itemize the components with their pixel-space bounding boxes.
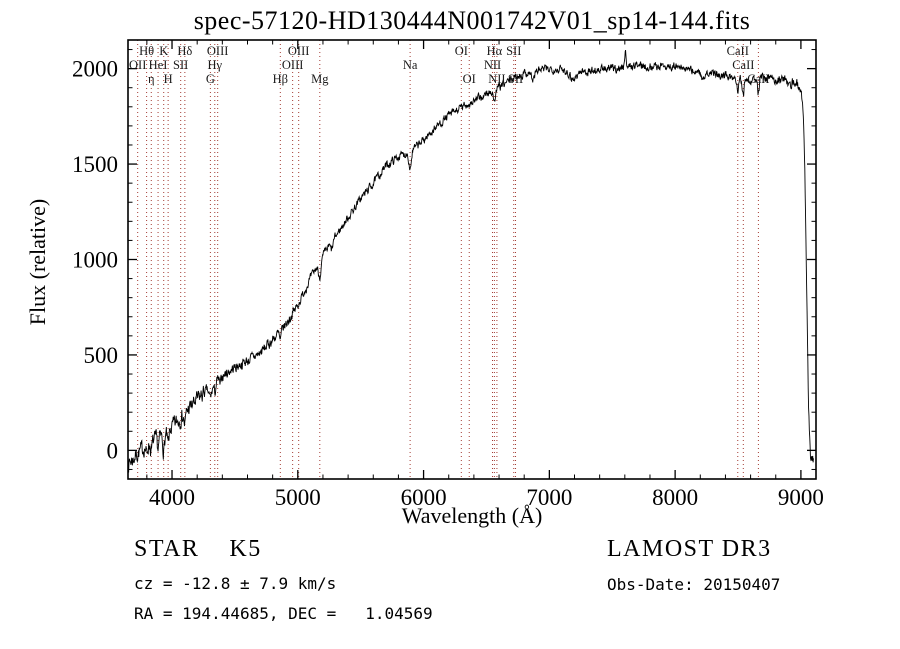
line-label-SII: SII <box>506 44 521 58</box>
line-label-G: G <box>206 72 215 86</box>
line-label-Hθ: Hθ <box>139 44 154 58</box>
axis-ticks <box>128 40 816 479</box>
line-label-SII: SII <box>173 58 188 72</box>
coordinates-label: RA = 194.44685, DEC = 1.04569 <box>134 604 433 623</box>
y-tick-label: 1000 <box>72 248 118 273</box>
line-label-OI: OI <box>463 72 476 86</box>
object-class-label: STAR K5 <box>134 536 262 562</box>
x-tick-label: 5000 <box>275 485 321 510</box>
line-label-CaII: CaII <box>747 72 769 86</box>
line-label-OI: OI <box>455 44 468 58</box>
minor-ticks <box>128 40 816 479</box>
y-axis-label: Flux (relative) <box>25 198 50 326</box>
y-tick-label: 1500 <box>72 152 118 177</box>
x-tick-label: 9000 <box>778 485 824 510</box>
x-tick-label: 8000 <box>652 485 698 510</box>
y-tick-label: 500 <box>84 343 119 368</box>
line-label-OIII: OIII <box>282 58 304 72</box>
survey-label: LAMOST DR3 <box>607 536 772 562</box>
line-label-CaII: CaII <box>732 58 754 72</box>
plot-box <box>127 39 817 480</box>
line-label-OIII: OIII <box>288 44 310 58</box>
tick-labels: 4000 5000 6000 7000 8000 9000 0 500 1000 1500 2000 <box>72 57 824 510</box>
x-tick-label: 6000 <box>401 485 447 510</box>
line-label-Hγ: Hγ <box>208 58 223 72</box>
x-axis-label: Wavelength (Å) <box>401 503 543 528</box>
line-label-K: K <box>159 44 168 58</box>
line-label-Hδ: Hδ <box>177 44 192 58</box>
x-tick-label: 7000 <box>526 485 572 510</box>
line-label-SII: SII <box>508 72 523 86</box>
line-label-η: η <box>148 72 155 86</box>
line-label-NII: NII <box>484 58 501 72</box>
line-label-OII: OII <box>129 58 146 72</box>
line-label-Mg: Mg <box>311 72 329 86</box>
line-label-Hα: Hα <box>487 44 503 58</box>
line-label-CaII: CaII <box>727 44 749 58</box>
y-tick-label: 0 <box>107 438 119 463</box>
spectral-line-labels: OIIHθηHeIKHSIIHδGHγOIIIHβOIIIOIIIMgNaOIO… <box>129 44 769 86</box>
obs-date-label: Obs-Date: 20150407 <box>607 575 781 594</box>
y-tick-label: 2000 <box>72 57 118 82</box>
plot-title: spec-57120-HD130444N001742V01_sp14-144.f… <box>193 6 751 35</box>
line-label-H: H <box>164 72 173 86</box>
spectrum-trace <box>128 49 814 473</box>
line-label-Hβ: Hβ <box>273 72 288 86</box>
spectral-line-markers <box>137 40 759 479</box>
line-label-NII: NII <box>488 72 505 86</box>
line-label-Na: Na <box>403 58 418 72</box>
line-label-HeI: HeI <box>149 58 168 72</box>
radial-velocity-label: cz = -12.8 ± 7.9 km/s <box>134 574 337 593</box>
line-label-OIII: OIII <box>207 44 229 58</box>
x-tick-label: 4000 <box>149 485 195 510</box>
